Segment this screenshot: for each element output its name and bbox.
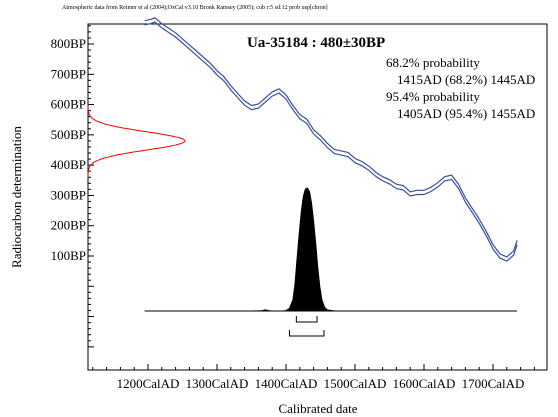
- x-tick-label: 1500CalAD: [324, 376, 387, 391]
- x-axis-label: Calibrated date: [278, 401, 357, 416]
- sample-title: Ua-35184 : 480±30BP: [247, 35, 385, 51]
- y-tick-label: 300BP: [51, 187, 86, 202]
- curve-lower-bound: [144, 21, 518, 262]
- range-bracket-68: [295, 316, 318, 323]
- y-tick-label: 100BP: [51, 248, 86, 263]
- x-tick-label: 1700CalAD: [462, 376, 525, 391]
- x-tick-label: 1300CalAD: [186, 376, 249, 391]
- prob-95-range: 1405AD (95.4%) 1455AD: [397, 106, 535, 121]
- y-tick-label: 600BP: [51, 97, 86, 112]
- y-tick-label: 800BP: [51, 36, 86, 51]
- data-credit: Atmospheric data from Reimer et al (2004…: [62, 4, 328, 11]
- y-tick-label: 400BP: [51, 157, 86, 172]
- curve-upper-bound: [144, 17, 518, 258]
- y-axis-label: Radiocarbon determination: [9, 126, 24, 268]
- x-axis: 1200CalAD 1300CalAD 1400CalAD 1500CalAD 1600…: [92, 364, 535, 391]
- y-tick-label: 700BP: [51, 66, 86, 81]
- prob-95-label: 95.4% probability: [386, 89, 480, 104]
- calibrated-probability-distribution: [144, 187, 518, 312]
- x-tick-label: 1200CalAD: [117, 376, 180, 391]
- y-tick-label: 200BP: [51, 218, 86, 233]
- x-tick-label: 1600CalAD: [393, 376, 456, 391]
- radiocarbon-normal-distribution: [87, 104, 186, 178]
- x-tick-label: 1400CalAD: [255, 376, 318, 391]
- y-axis: 100BP 200BP 300BP 400BP 500BP 600BP 700BP 800BP: [51, 25, 94, 348]
- y-tick-label: 500BP: [51, 127, 86, 142]
- prob-68-label: 68.2% probability: [386, 55, 480, 70]
- plot-frame: [87, 23, 548, 371]
- prob-68-range: 1415AD (68.2%) 1445AD: [397, 72, 535, 87]
- calibration-curve: [144, 17, 518, 262]
- range-bracket-95: [288, 330, 325, 337]
